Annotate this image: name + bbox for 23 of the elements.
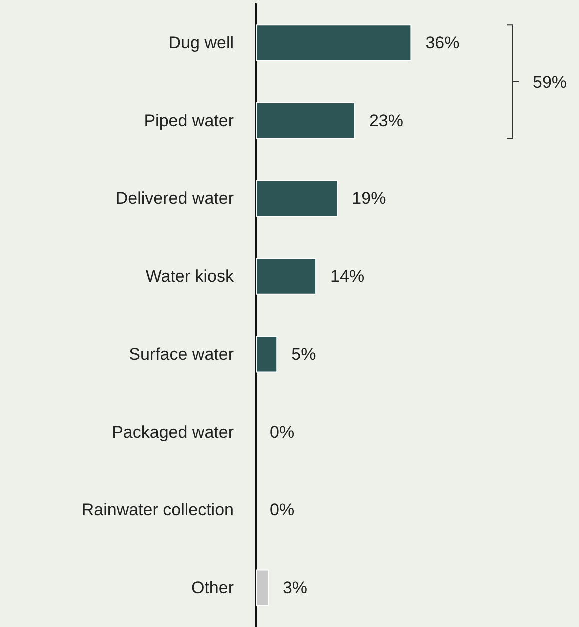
bar [256, 570, 269, 606]
bar [256, 258, 317, 295]
y-tick-label: Dug well [168, 33, 234, 52]
data-label: 14% [330, 267, 365, 286]
data-label: 0% [270, 422, 295, 442]
text: 59% [533, 72, 568, 92]
data-label: 19% [352, 189, 386, 208]
y-tick-label: Rainwater collection [82, 500, 234, 520]
y-tick-label: Packaged water [112, 422, 234, 442]
bar [256, 180, 338, 217]
y-tick-label: Other [191, 578, 234, 598]
y-tick-label: Piped water [144, 111, 234, 130]
bar [256, 102, 356, 140]
data-label: 23% [369, 111, 404, 130]
bar [256, 336, 278, 373]
y-tick-label: Surface water [129, 344, 234, 364]
data-label: 0% [270, 500, 295, 520]
data-label: 5% [292, 344, 316, 364]
y-tick-label: Water kiosk [146, 267, 234, 286]
y-tick-label: Delivered water [116, 189, 234, 208]
data-label: 3% [282, 578, 308, 598]
data-label: 36% [426, 33, 460, 52]
bar [256, 24, 412, 62]
